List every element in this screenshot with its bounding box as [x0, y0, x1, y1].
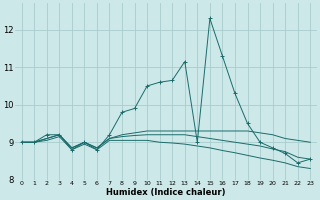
- X-axis label: Humidex (Indice chaleur): Humidex (Indice chaleur): [106, 188, 226, 197]
